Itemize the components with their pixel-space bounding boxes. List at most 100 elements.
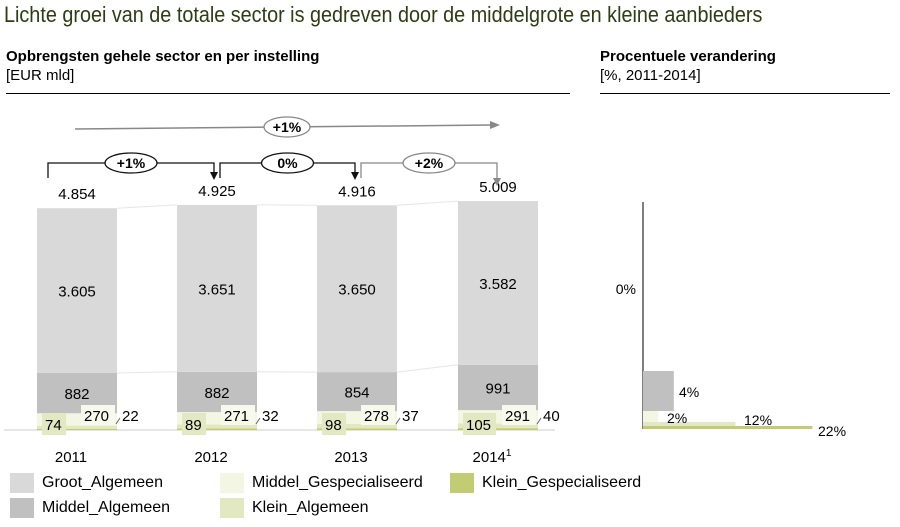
footnote-marker: 1 <box>506 448 512 459</box>
bar-segment-middel-algemeen <box>458 364 538 411</box>
pct-bar-klein-gespecialiseerd <box>643 426 813 429</box>
bar-segment-klein-gespecialiseerd <box>458 428 538 430</box>
leader-line <box>255 417 261 425</box>
left-chart-unit: [EUR mld] <box>6 67 75 84</box>
data-label: 271 <box>224 408 249 425</box>
category-label: 2013 <box>334 449 367 466</box>
growth-label: +2% <box>415 155 444 171</box>
data-label: 89 <box>185 417 202 434</box>
bar-segment-klein-gespecialiseerd <box>317 428 397 430</box>
bar-segment-klein-gespecialiseerd <box>177 428 257 430</box>
legend-item: Middel_Algemeen <box>10 498 170 518</box>
data-label: 22 <box>122 408 139 425</box>
connector-line <box>116 371 178 374</box>
left-chart-title: Opbrengsten gehele sector en per instell… <box>6 48 320 65</box>
data-label: 291 <box>505 408 530 425</box>
data-label: 40 <box>543 408 560 425</box>
legend-item: Klein_Algemeen <box>220 498 369 518</box>
legend-swatch <box>10 473 34 493</box>
bar-segment-klein-algemeen <box>37 425 117 429</box>
right-chart-title: Procentuele verandering <box>600 48 776 65</box>
data-label: 278 <box>364 408 389 425</box>
legend-label: Klein_Gespecialiseerd <box>482 474 642 491</box>
pct-label: 12% <box>744 412 772 428</box>
arrow-head-icon <box>351 172 359 180</box>
data-label-box <box>182 413 206 435</box>
bar-segment-groot-algemeen <box>177 204 257 372</box>
data-label: 882 <box>64 386 89 403</box>
pct-label: 2% <box>667 410 687 426</box>
data-label-box <box>81 405 115 425</box>
data-label-box <box>502 405 536 425</box>
leader-line <box>395 417 401 425</box>
legend-label: Middel_Gespecialiseerd <box>252 474 423 491</box>
total-label: 4.925 <box>198 183 236 200</box>
growth-badge <box>104 152 158 174</box>
total-label: 4.854 <box>58 186 96 203</box>
pct-label: 22% <box>818 423 846 439</box>
data-label: 105 <box>466 417 491 434</box>
pct-bar-middel-gespecialiseerd <box>643 411 659 422</box>
arrow-head-icon <box>493 178 501 186</box>
legend-label: Middel_Algemeen <box>42 499 171 516</box>
pct-label: 4% <box>679 384 699 400</box>
right-header-rule <box>600 93 890 94</box>
data-label: 270 <box>84 408 109 425</box>
legend-label: Klein_Algemeen <box>252 499 369 516</box>
leader-line <box>536 417 542 425</box>
data-label: 98 <box>325 417 342 434</box>
data-label: 882 <box>204 385 229 402</box>
data-label: 37 <box>402 408 419 425</box>
growth-label: 0% <box>277 155 298 171</box>
connector-line <box>396 364 459 373</box>
growth-badge <box>263 116 311 138</box>
category-label: 2011 <box>55 449 87 466</box>
data-label-box <box>322 413 346 435</box>
bar-segment-groot-algemeen <box>37 208 117 373</box>
growth-label: +1% <box>273 119 302 135</box>
legend-item: Groot_Algemeen <box>10 473 163 493</box>
data-label: 3.651 <box>198 281 236 298</box>
data-label: 3.582 <box>479 276 517 293</box>
category-label: 20141 <box>473 448 512 466</box>
data-label: 3.650 <box>338 282 376 299</box>
data-label-box <box>361 405 395 425</box>
legend-item: Middel_Gespecialiseerd <box>220 473 423 493</box>
bar-segment-groot-algemeen <box>458 201 538 365</box>
bar-segment-klein-algemeen <box>317 423 397 429</box>
arrow-head-icon <box>490 121 500 129</box>
total-label: 4.916 <box>338 183 376 200</box>
connector-line <box>116 204 178 209</box>
data-label: 3.605 <box>58 284 96 301</box>
data-label-box <box>463 413 496 435</box>
bar-segment-groot-algemeen <box>317 205 397 373</box>
bar-segment-klein-algemeen <box>177 424 257 429</box>
legend-swatch <box>450 473 474 493</box>
connector-line <box>396 200 459 206</box>
data-label-box <box>221 405 255 425</box>
right-chart-unit: [%, 2011-2014] <box>600 67 701 84</box>
data-label: 74 <box>45 417 62 434</box>
data-label: 991 <box>485 380 510 397</box>
legend-swatch <box>10 498 34 518</box>
total-label: 5.009 <box>479 179 517 196</box>
pct-label: 0% <box>616 281 636 297</box>
pct-bar-middel-algemeen <box>643 371 674 411</box>
bar-segment-middel-algemeen <box>317 372 397 412</box>
arrow-head-icon <box>210 172 218 180</box>
legend-label: Groot_Algemeen <box>42 474 163 491</box>
leader-line <box>115 417 121 425</box>
growth-badge <box>260 152 315 174</box>
legend-item: Klein_Gespecialiseerd <box>450 473 641 493</box>
pct-bar-klein-algemeen <box>643 422 736 426</box>
left-header-rule <box>6 93 570 94</box>
data-label-box <box>42 413 66 435</box>
data-label: 854 <box>344 385 369 402</box>
growth-badge <box>402 152 456 174</box>
left-chart-header: Opbrengsten gehele sector en per instell… <box>6 47 319 85</box>
right-chart-header: Procentuele verandering [%, 2011-2014] <box>600 47 776 85</box>
data-label: 32 <box>262 408 279 425</box>
page-title: Lichte groei van de totale sector is ged… <box>4 2 763 27</box>
